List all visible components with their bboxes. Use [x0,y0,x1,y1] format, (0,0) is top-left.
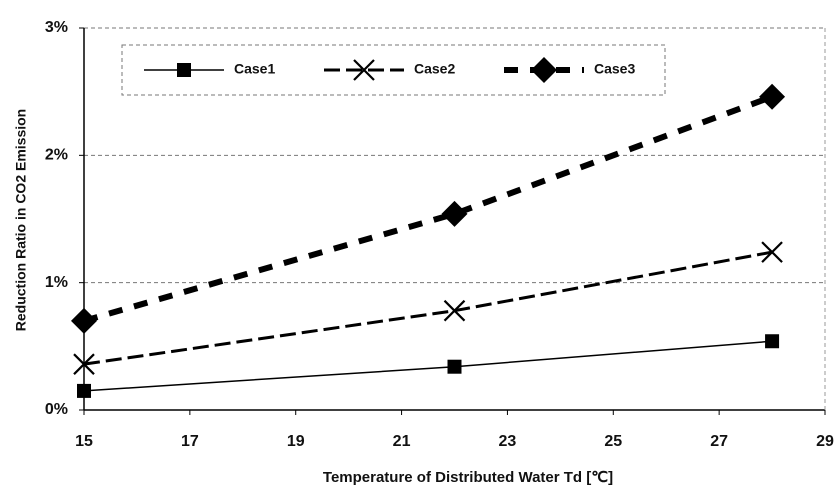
legend-label: Case3 [594,61,635,77]
x-tick-label: 27 [710,433,728,450]
y-tick-label: 2% [45,147,68,164]
x-tick-label: 15 [75,433,93,450]
x-tick-label: 17 [181,433,199,450]
x-tick-label: 25 [604,433,622,450]
marker [447,359,462,374]
y-tick-label: 0% [45,401,68,418]
marker [531,57,557,83]
series-line [83,93,774,324]
marker [443,299,466,322]
marker [441,200,468,227]
marker [765,334,780,349]
marker [761,241,783,263]
x-tick-label: 21 [393,433,411,450]
x-tick-label: 29 [816,433,834,450]
marker [73,353,95,375]
series-line [83,250,773,366]
y-tick-label: 3% [45,19,68,36]
x-axis-label: Temperature of Distributed Water Td [℃] [323,469,613,486]
legend: Case1 Case2 Case3 [121,44,666,96]
marker [77,383,91,398]
marker [353,59,375,81]
x-tick-label: 23 [499,433,517,450]
marker [177,63,191,77]
marker [71,307,97,334]
marker [759,83,786,110]
series-line [83,340,773,392]
legend-label: Case2 [414,61,455,77]
legend-label: Case1 [234,61,275,77]
y-axis-label: Reduction Ratio in CO2 Emission [13,109,29,331]
x-tick-label: 19 [287,433,305,450]
y-tick-label: 1% [45,274,68,291]
